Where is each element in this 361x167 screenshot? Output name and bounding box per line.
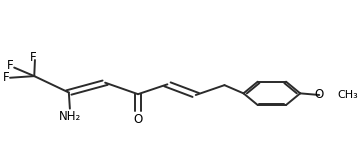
Text: F: F	[30, 51, 36, 64]
Text: F: F	[7, 59, 13, 72]
Text: O: O	[133, 113, 143, 126]
Text: F: F	[3, 71, 9, 84]
Text: O: O	[315, 88, 324, 101]
Text: CH₃: CH₃	[337, 90, 358, 100]
Text: NH₂: NH₂	[59, 110, 81, 123]
